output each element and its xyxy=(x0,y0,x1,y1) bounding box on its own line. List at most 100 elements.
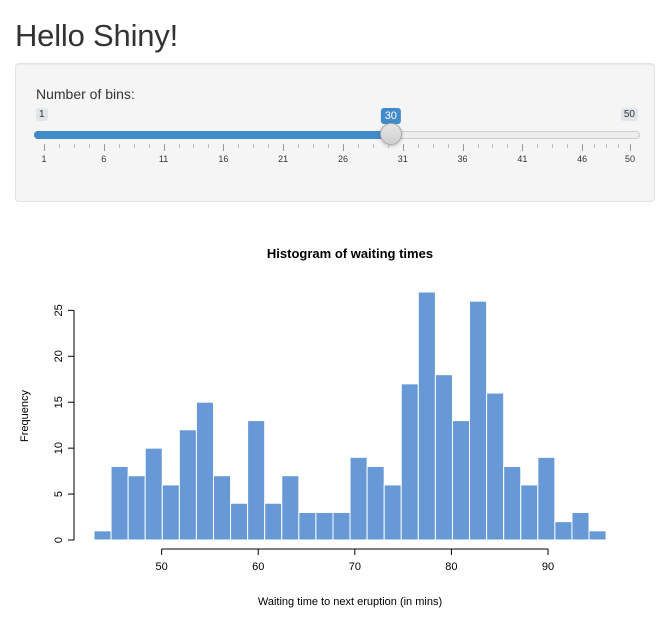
slider-fill xyxy=(34,131,391,139)
slider-value-label: 30 xyxy=(380,108,401,124)
slider-minor-tick xyxy=(73,144,75,148)
x-tick-label: 60 xyxy=(252,561,264,573)
slider-handle[interactable] xyxy=(379,123,402,145)
slider-major-tick xyxy=(44,144,45,151)
x-tick-label: 80 xyxy=(445,561,457,573)
x-tick-label: 90 xyxy=(542,561,554,573)
slider-tick-label: 36 xyxy=(457,154,468,164)
histogram-bar xyxy=(451,420,471,541)
slider-minor-tick xyxy=(118,144,120,148)
histogram-bar xyxy=(417,291,436,541)
histogram-bar xyxy=(230,502,249,541)
slider-minor-tick xyxy=(594,144,596,148)
slider-tick-label: 50 xyxy=(624,154,636,164)
slider-minor-tick xyxy=(357,144,359,148)
slider-tick-label: 46 xyxy=(577,154,588,164)
histogram-bar xyxy=(400,383,419,541)
histogram-bar xyxy=(349,456,368,541)
slider-minor-tick xyxy=(313,144,315,148)
slider-tick-label: 26 xyxy=(337,154,348,164)
x-tick-label: 50 xyxy=(155,561,167,573)
sidebar-panel: Number of bins: 1 50 30 1 6 11 16 21 26 31 36 41… xyxy=(15,63,655,202)
slider-minor-tick xyxy=(537,144,539,148)
slider-tick-label: 1 xyxy=(41,154,47,164)
slider-minor-tick xyxy=(567,144,569,148)
slider-minor-tick xyxy=(298,144,300,148)
slider-ticks: 1 6 11 16 21 26 31 36 41 46 50 xyxy=(34,144,640,174)
bins-label: Number of bins: xyxy=(36,86,135,102)
slider-major-tick xyxy=(630,144,631,151)
slider-major-tick xyxy=(163,144,165,151)
bins-slider[interactable]: 1 50 30 1 6 11 16 21 26 31 36 41 46 50 xyxy=(34,106,640,176)
histogram-bar xyxy=(554,521,573,541)
slider-major-tick xyxy=(103,144,105,151)
chart-title: Histogram of waiting times xyxy=(267,246,433,261)
x-tick-label: 70 xyxy=(349,561,361,573)
slider-major-tick xyxy=(283,144,285,151)
slider-minor-tick xyxy=(477,144,479,148)
histogram-bar xyxy=(247,420,266,541)
slider-tick-label: 11 xyxy=(158,154,169,164)
slider-major-tick xyxy=(582,144,584,151)
histogram-bar xyxy=(127,475,146,541)
slider-minor-tick xyxy=(133,144,135,148)
slider-minor-tick xyxy=(606,144,608,148)
page-title: Hello Shiny! xyxy=(15,18,179,53)
histogram-bar xyxy=(298,511,317,541)
histogram-bar xyxy=(195,401,214,541)
slider-tick-label: 41 xyxy=(517,154,528,164)
histogram-bar xyxy=(383,484,402,541)
slider-minor-tick xyxy=(148,144,150,148)
y-axis-label: Frequency xyxy=(19,390,31,442)
histogram-bar xyxy=(486,392,505,541)
slider-major-tick xyxy=(462,144,464,151)
histogram-bar xyxy=(315,511,334,541)
histogram-bar xyxy=(434,374,453,541)
histogram-bar xyxy=(178,429,197,541)
y-tick-label: 15 xyxy=(53,396,65,408)
slider-min-label: 1 xyxy=(36,108,48,121)
histogram-chart: Histogram of waiting times 50 60 70 80 90 0 5… xyxy=(19,246,607,608)
slider-major-tick xyxy=(223,144,225,151)
slider-tick-label: 16 xyxy=(218,154,229,164)
slider-minor-tick xyxy=(88,144,90,148)
slider-max-label: 50 xyxy=(620,108,638,121)
histogram-bar xyxy=(281,475,300,541)
histogram-bar xyxy=(366,466,385,541)
histogram-bars xyxy=(93,291,607,541)
slider-minor-tick xyxy=(432,144,434,148)
slider-minor-tick xyxy=(447,144,449,148)
slider-tick-label: 6 xyxy=(101,154,107,164)
y-tick-label: 20 xyxy=(53,350,65,362)
slider-tick-label: 21 xyxy=(278,154,289,164)
y-axis: 0 5 10 15 20 25 xyxy=(53,304,75,543)
histogram-bar xyxy=(264,502,283,541)
slider-minor-tick xyxy=(178,144,180,148)
slider-minor-tick xyxy=(387,144,389,148)
slider-minor-tick xyxy=(507,144,509,148)
slider-minor-tick xyxy=(253,144,255,148)
slider-major-tick xyxy=(342,144,344,151)
slider-minor-tick xyxy=(58,144,60,148)
y-tick-label: 5 xyxy=(53,491,65,497)
slider-minor-tick xyxy=(417,144,419,148)
histogram-bar xyxy=(503,466,522,541)
slider-tick-label: 31 xyxy=(397,154,408,164)
histogram-bar xyxy=(161,484,180,541)
y-tick-label: 10 xyxy=(53,442,65,454)
histogram-bar xyxy=(212,475,232,541)
histogram-bar xyxy=(110,466,129,541)
histogram-bar xyxy=(332,511,351,541)
x-axis-label: Waiting time to next eruption (in mins) xyxy=(258,596,442,608)
histogram-bar xyxy=(537,456,556,541)
slider-minor-tick xyxy=(208,144,210,148)
slider-major-tick xyxy=(522,144,524,151)
histogram-bar xyxy=(520,484,539,541)
histogram-bar xyxy=(588,530,607,541)
histogram-bar xyxy=(469,300,488,541)
x-axis: 50 60 70 80 90 xyxy=(155,548,554,573)
slider-minor-tick xyxy=(618,144,620,148)
slider-minor-tick xyxy=(552,144,554,148)
slider-minor-tick xyxy=(328,144,330,148)
histogram-bar xyxy=(144,447,163,541)
